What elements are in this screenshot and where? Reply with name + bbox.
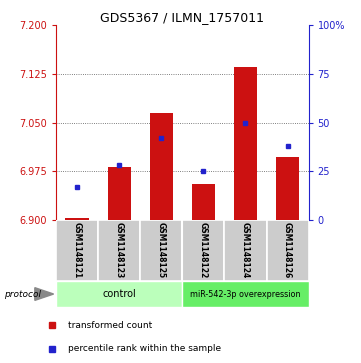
- Text: GSM1148122: GSM1148122: [199, 223, 208, 278]
- Bar: [192, 184, 215, 220]
- Text: protocol: protocol: [4, 290, 40, 299]
- Bar: [266, 220, 309, 281]
- Text: transformed count: transformed count: [68, 321, 152, 330]
- Bar: [140, 220, 182, 281]
- Bar: [108, 167, 131, 220]
- Bar: [65, 218, 88, 220]
- Bar: [234, 68, 257, 220]
- Bar: [225, 220, 266, 281]
- Text: miR-542-3p overexpression: miR-542-3p overexpression: [190, 290, 301, 298]
- Text: GSM1148121: GSM1148121: [73, 223, 82, 278]
- Bar: [56, 281, 182, 307]
- Bar: [276, 157, 299, 220]
- Text: GSM1148123: GSM1148123: [115, 223, 123, 278]
- Text: GSM1148126: GSM1148126: [283, 223, 292, 278]
- Title: GDS5367 / ILMN_1757011: GDS5367 / ILMN_1757011: [100, 11, 264, 24]
- Bar: [98, 220, 140, 281]
- Bar: [182, 281, 309, 307]
- Bar: [182, 220, 225, 281]
- Text: percentile rank within the sample: percentile rank within the sample: [68, 344, 221, 354]
- Text: GSM1148125: GSM1148125: [157, 223, 166, 278]
- Text: control: control: [102, 289, 136, 299]
- Polygon shape: [35, 287, 53, 301]
- Bar: [56, 220, 98, 281]
- Bar: [150, 113, 173, 220]
- Text: GSM1148124: GSM1148124: [241, 223, 250, 278]
